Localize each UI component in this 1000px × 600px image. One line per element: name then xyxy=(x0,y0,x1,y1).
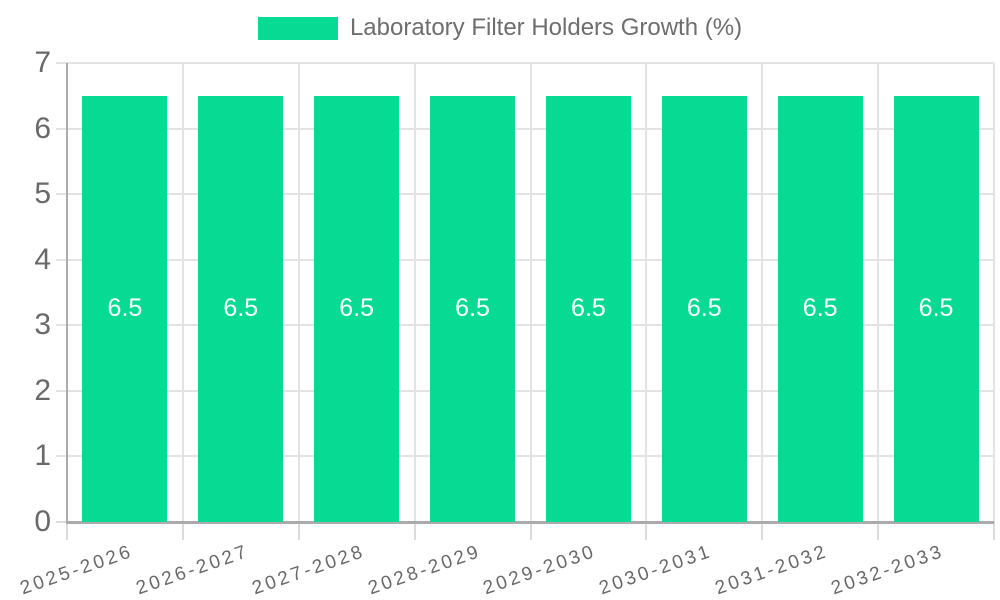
y-axis-line xyxy=(66,63,68,524)
bar: 6.5 xyxy=(314,95,400,522)
gridline-y-2 xyxy=(56,389,994,392)
gridline-x-5 xyxy=(645,63,648,522)
xtick-mark-0 xyxy=(66,522,68,540)
bar-value-label: 6.5 xyxy=(339,294,375,323)
legend: Laboratory Filter Holders Growth (%) xyxy=(0,14,1000,42)
xtick-mark-8 xyxy=(993,522,995,540)
x-axis-tick-label: 2028-2029 xyxy=(365,541,484,600)
gridline-x-1 xyxy=(181,63,184,522)
gridline-x-3 xyxy=(413,63,416,522)
bar: 6.5 xyxy=(893,95,979,522)
gridline-x-4 xyxy=(529,63,532,522)
bar: 6.5 xyxy=(777,95,863,522)
bar-value-label: 6.5 xyxy=(455,294,490,323)
bar: 6.5 xyxy=(661,95,747,522)
x-axis-tick-label: 2030-2031 xyxy=(596,541,716,600)
xtick-mark-2 xyxy=(297,522,300,540)
y-axis-tick-label: 4 xyxy=(34,242,51,276)
gridline-x-7 xyxy=(877,63,880,522)
y-axis-tick-label: 5 xyxy=(34,177,51,211)
bar: 6.5 xyxy=(430,95,516,522)
legend-swatch xyxy=(257,16,338,40)
bar-value-label: 6.5 xyxy=(802,294,838,323)
y-axis-tick-label: 2 xyxy=(34,373,51,407)
y-axis-tick-label: 1 xyxy=(34,439,51,473)
y-axis-tick-label: 6 xyxy=(34,111,51,145)
gridline-y-5 xyxy=(56,193,994,196)
gridline-y-1 xyxy=(56,455,994,458)
gridline-y-4 xyxy=(56,258,994,261)
gridline-y-6 xyxy=(56,127,994,130)
y-axis-tick-label: 3 xyxy=(34,308,51,342)
xtick-mark-6 xyxy=(761,522,764,540)
x-axis-tick-label: 2029-2030 xyxy=(480,541,600,600)
gridline-y-7 xyxy=(56,62,994,64)
x-axis-tick-label: 2027-2028 xyxy=(249,541,368,600)
y-axis-tick-label: 0 xyxy=(34,505,51,538)
xtick-mark-1 xyxy=(181,522,184,540)
xtick-mark-3 xyxy=(413,522,416,540)
x-axis-tick-label: 2031-2032 xyxy=(712,541,832,600)
xtick-mark-7 xyxy=(877,522,880,540)
bar-value-label: 6.5 xyxy=(918,294,954,323)
gridline-y-3 xyxy=(56,324,994,327)
gridline-x-8 xyxy=(993,63,995,522)
x-axis-tick-label: 2026-2027 xyxy=(133,541,252,600)
ytick-mark-0 xyxy=(56,521,67,523)
x-axis-line xyxy=(66,521,994,524)
bar: 6.5 xyxy=(545,95,631,522)
bar: 6.5 xyxy=(82,95,168,522)
xtick-mark-5 xyxy=(645,522,648,540)
bar: 6.5 xyxy=(198,95,284,522)
x-axis-tick-label: 2032-2033 xyxy=(828,541,947,600)
bar-value-label: 6.5 xyxy=(223,294,259,323)
gridline-x-2 xyxy=(297,63,300,522)
bar-value-label: 6.5 xyxy=(571,294,606,323)
legend-label: Laboratory Filter Holders Growth (%) xyxy=(349,14,743,41)
xtick-mark-4 xyxy=(529,522,532,540)
gridline-x-6 xyxy=(761,63,764,522)
x-axis-tick-label: 2025-2026 xyxy=(17,541,136,600)
bar-value-label: 6.5 xyxy=(107,294,143,323)
y-axis-tick-label: 7 xyxy=(34,46,51,79)
bar-value-label: 6.5 xyxy=(686,294,722,323)
